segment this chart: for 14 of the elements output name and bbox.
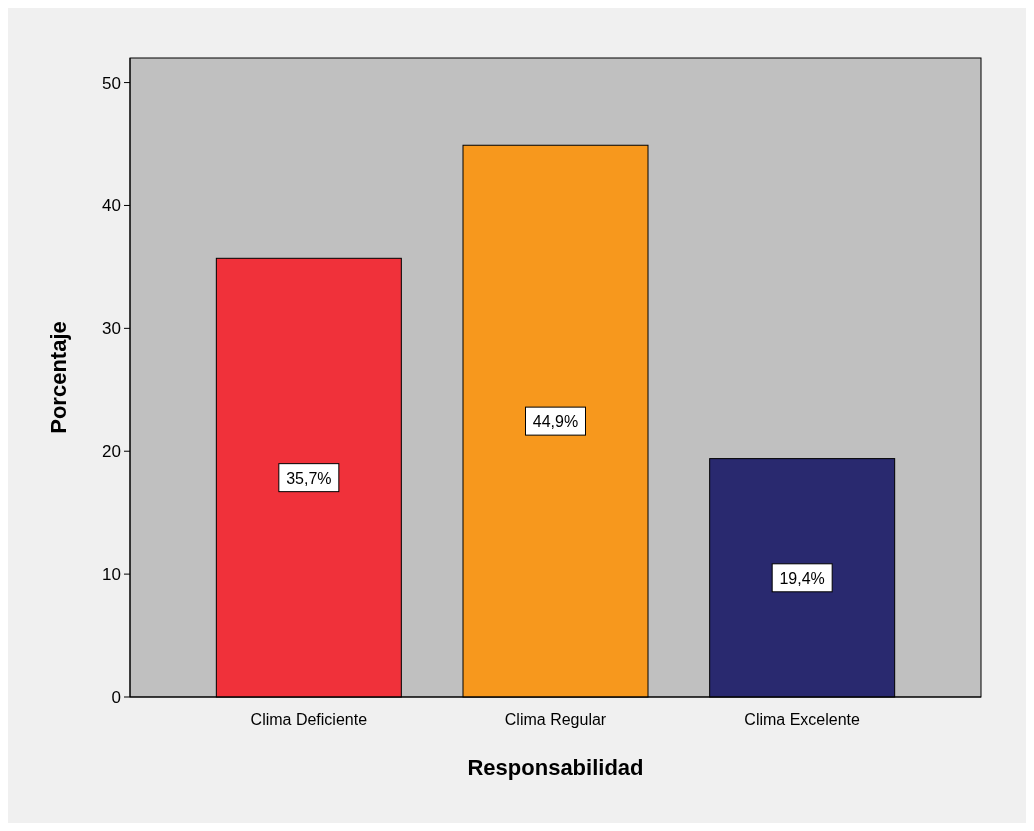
x-tick-label: Clima Regular <box>504 711 607 728</box>
x-tick-label: Clima Deficiente <box>250 711 368 728</box>
y-tick-label: 20 <box>102 442 121 462</box>
data-label: 44,9% <box>532 413 579 431</box>
y-tick-label: 50 <box>102 73 121 93</box>
x-tick-label: Clima Excelente <box>744 711 861 728</box>
x-axis-title: Responsabilidad <box>467 755 644 780</box>
y-tick-label: 0 <box>111 688 121 707</box>
y-axis-title: Porcentaje <box>46 321 71 434</box>
data-label: 35,7% <box>286 469 332 487</box>
y-tick-label: 10 <box>102 565 121 585</box>
y-tick-label: 30 <box>102 319 121 339</box>
data-label: 19,4% <box>779 569 825 587</box>
y-tick-label: 40 <box>102 196 121 216</box>
